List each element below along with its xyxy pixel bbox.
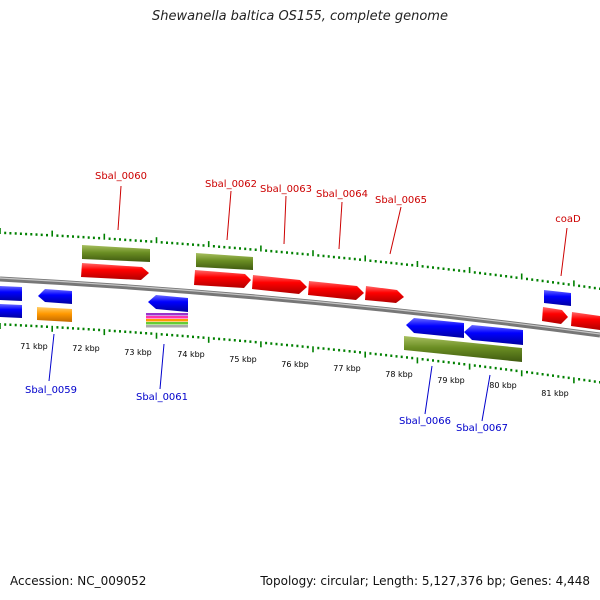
gene-arrow-reverse [0,304,22,318]
gene-arrow-reverse [148,295,188,312]
orange-feature [37,307,72,322]
gene-arrow-reverse [464,325,523,345]
gene-arrow-reverse [0,286,22,301]
leader-line [284,196,286,244]
gene-arrow-forward [542,307,568,324]
gene-label: Sbal_0063 [260,184,312,195]
gene-arrow-reverse [38,289,72,304]
leader-line [227,191,231,240]
gene-arrow-reverse [544,290,571,306]
scale-label: 73 kbp [124,348,152,357]
gene-label: Sbal_0067 [456,423,508,434]
cds-bar [82,245,150,262]
gene-label: Sbal_0065 [375,195,427,206]
leader-line [160,344,164,389]
scale-label: 79 kbp [437,376,465,385]
genome-map-canvas: Sbal_0060 Sbal_0062 Sbal_0063 Sbal_0064 … [0,0,600,600]
rna-feature-stripe [146,325,188,328]
cds-bar [196,253,253,270]
reverse-gene-track [0,286,571,345]
leader-line [425,366,432,414]
scale-label: 78 kbp [385,370,413,379]
gene-label: Sbal_0066 [399,416,451,427]
scale-label: 80 kbp [489,381,517,390]
gene-arrow-reverse [406,318,464,338]
scale-label: 75 kbp [229,355,257,364]
leader-line [339,202,342,249]
gene-label: Sbal_0060 [95,171,147,182]
scale-label: 77 kbp [333,364,361,373]
top-gene-labels: Sbal_0060 Sbal_0062 Sbal_0063 Sbal_0064 … [95,171,581,225]
leader-line [118,186,121,230]
gene-label: Sbal_0062 [205,179,257,190]
scale-label: 72 kbp [72,344,100,353]
gene-arrow-forward [571,312,600,330]
accession-text: Accession: NC_009052 [10,574,146,588]
gene-arrow-forward [252,275,307,294]
leader-line [49,334,54,381]
genome-summary-text: Topology: circular; Length: 5,127,376 bp… [260,574,590,588]
gene-arrow-forward [194,270,251,288]
gene-arrow-forward [308,281,364,300]
gene-label: Sbal_0064 [316,189,368,200]
scale-label: 76 kbp [281,360,309,369]
scale-label: 81 kbp [541,389,569,398]
leader-line [561,228,567,276]
gene-arrow-forward [365,286,404,303]
genome-map-view: Shewanella baltica OS155, complete genom… [0,0,600,600]
rna-feature-stripe [146,322,188,325]
rna-feature-stripe [146,316,188,319]
scale-label: 71 kbp [20,342,48,351]
leader-line [390,207,401,254]
rna-feature-stripe [146,319,188,322]
rna-feature-stripe [146,313,188,316]
gene-label: Sbal_0061 [136,392,188,403]
gene-label: Sbal_0059 [25,385,77,396]
bottom-gene-labels: Sbal_0059 Sbal_0061 Sbal_0066 Sbal_0067 [25,385,508,434]
scale-label: 74 kbp [177,350,205,359]
gene-label: coaD [555,214,581,225]
gene-arrow-forward [81,263,149,280]
